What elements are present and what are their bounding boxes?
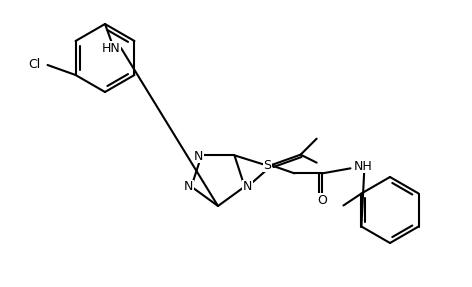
- Text: N: N: [243, 180, 253, 193]
- Text: N: N: [194, 150, 203, 163]
- Text: HN: HN: [101, 42, 120, 55]
- Text: O: O: [318, 194, 328, 207]
- Text: S: S: [263, 159, 271, 172]
- Text: Cl: Cl: [28, 59, 41, 71]
- Text: N: N: [184, 180, 193, 193]
- Text: NH: NH: [354, 160, 372, 173]
